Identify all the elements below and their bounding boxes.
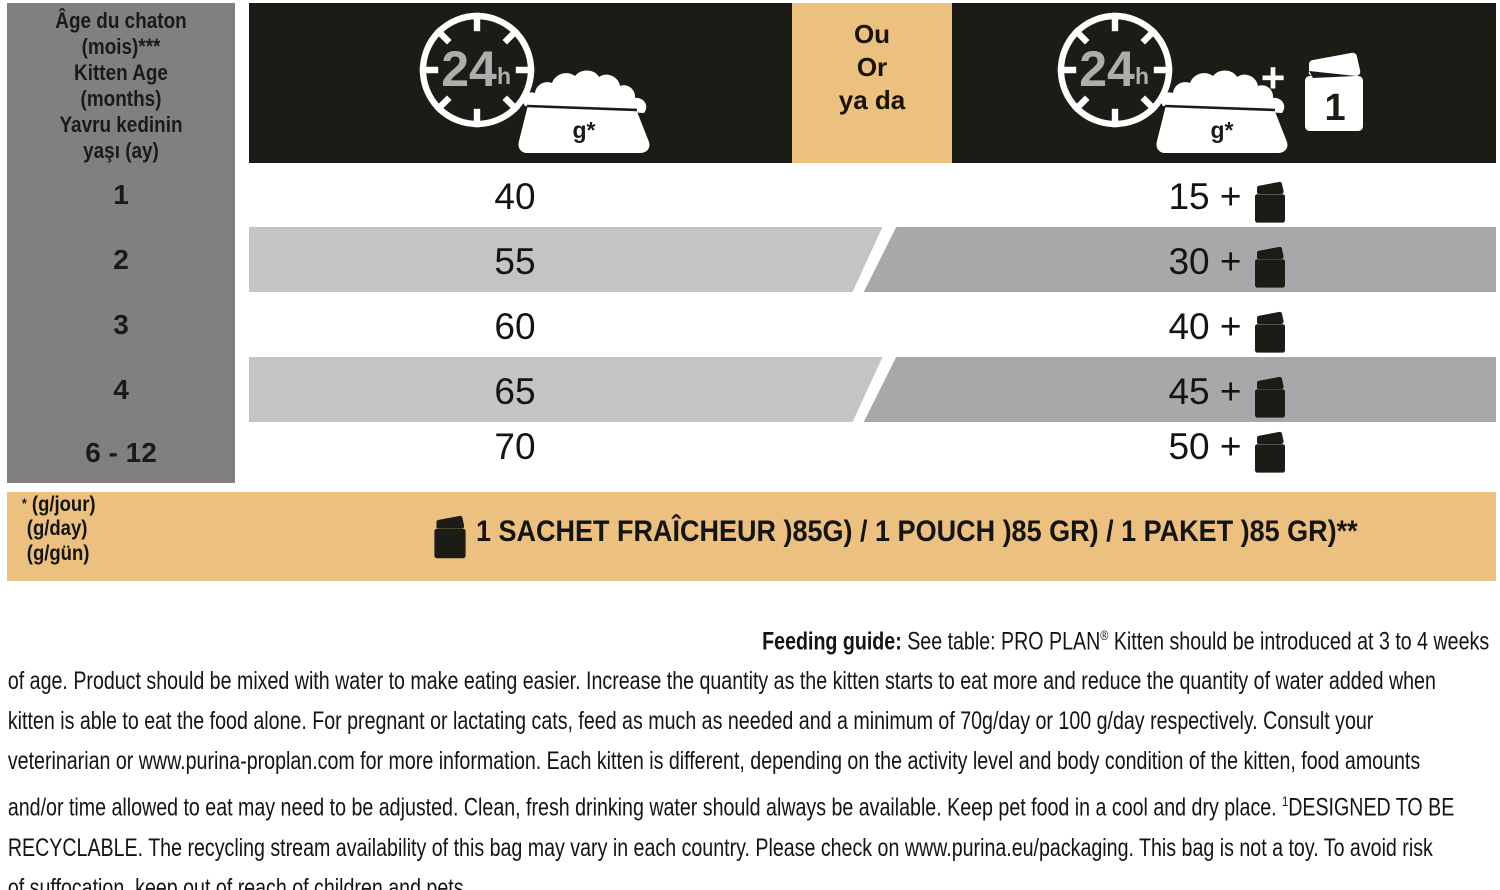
svg-text:40: 40 <box>494 176 535 217</box>
svg-text:15 +: 15 + <box>1168 176 1241 217</box>
svg-text:40 +: 40 + <box>1168 306 1241 347</box>
svg-text:50 +: 50 + <box>1168 426 1241 467</box>
svg-text:60: 60 <box>494 306 535 347</box>
svg-text:70: 70 <box>494 426 535 467</box>
